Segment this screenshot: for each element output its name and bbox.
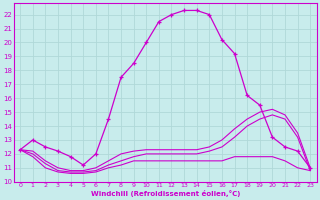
- X-axis label: Windchill (Refroidissement éolien,°C): Windchill (Refroidissement éolien,°C): [91, 190, 240, 197]
